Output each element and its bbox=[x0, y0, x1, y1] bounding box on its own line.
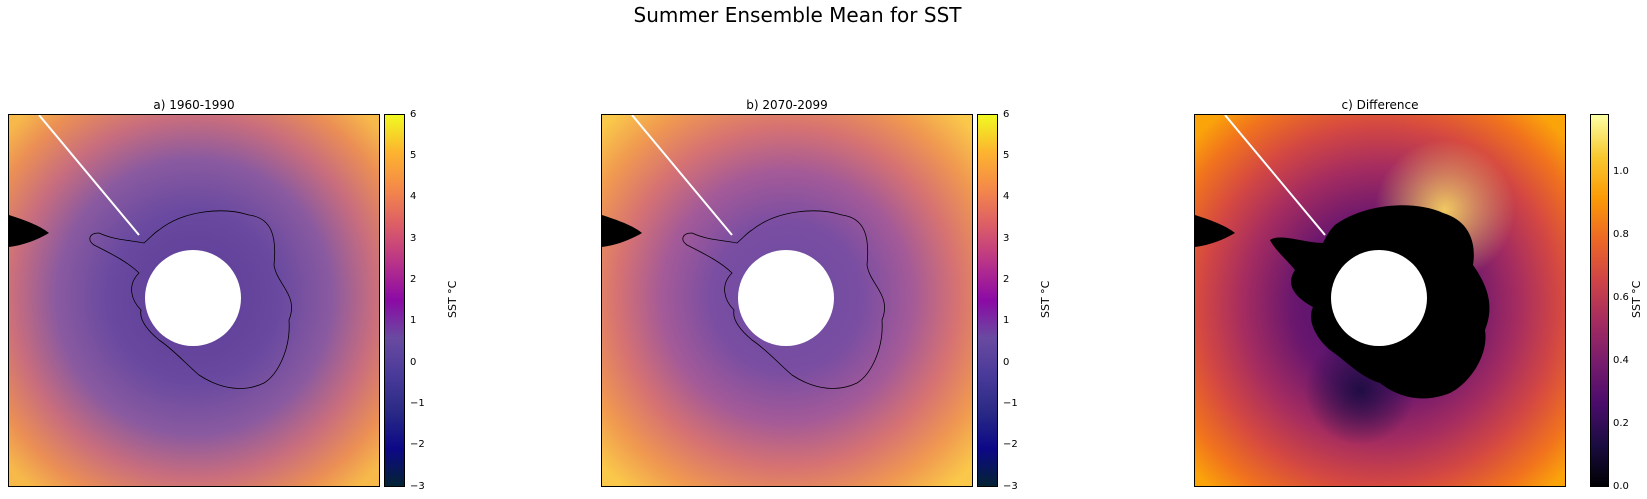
cbar-c-tick: 0.4 bbox=[1613, 355, 1629, 366]
cbar-a-tick: 2 bbox=[410, 274, 417, 285]
cbar-a-tick: 1 bbox=[410, 315, 417, 326]
cbar-c-tick: 0.8 bbox=[1613, 229, 1629, 240]
panel-b-title: b) 2070-2099 bbox=[746, 98, 828, 112]
cbar-a-tick: 4 bbox=[410, 191, 417, 202]
cbar-b-tick: −1 bbox=[1003, 398, 1018, 409]
cbar-b-tick: 4 bbox=[1003, 191, 1010, 202]
cbar-a-tick: 3 bbox=[410, 233, 417, 244]
panel-a-map bbox=[8, 114, 380, 487]
panel-c-colorbar-label: SST °C bbox=[1630, 280, 1643, 318]
figure-title: Summer Ensemble Mean for SST bbox=[633, 3, 962, 27]
cbar-a-tick: −1 bbox=[410, 398, 425, 409]
cbar-b-tick: −3 bbox=[1003, 481, 1018, 492]
cbar-b-tick: 0 bbox=[1003, 357, 1010, 368]
cbar-c-tick: 0.6 bbox=[1613, 292, 1629, 303]
cbar-b-tick: 1 bbox=[1003, 315, 1010, 326]
cbar-b-tick: 3 bbox=[1003, 233, 1010, 244]
cbar-b-tick: −2 bbox=[1003, 439, 1018, 450]
panel-b-colorbar bbox=[977, 114, 998, 487]
cbar-a-tick: −2 bbox=[410, 439, 425, 450]
cbar-a-tick: −3 bbox=[410, 481, 425, 492]
panel-a-colorbar bbox=[384, 114, 405, 487]
cbar-a-tick: 6 bbox=[410, 109, 417, 120]
panel-b-map bbox=[601, 114, 973, 487]
cbar-a-tick: 5 bbox=[410, 150, 417, 161]
cbar-a-tick: 0 bbox=[410, 357, 417, 368]
panel-c-title: c) Difference bbox=[1341, 98, 1419, 112]
panel-c-map bbox=[1194, 114, 1566, 487]
panel-c-colorbar bbox=[1590, 114, 1609, 487]
cbar-c-tick: 1.0 bbox=[1613, 166, 1629, 177]
cbar-c-tick: 0.0 bbox=[1613, 481, 1629, 492]
panel-a-colorbar-label: SST °C bbox=[446, 280, 459, 318]
cbar-c-tick: 0.2 bbox=[1613, 418, 1629, 429]
panel-b-colorbar-label: SST °C bbox=[1039, 280, 1052, 318]
cbar-b-tick: 5 bbox=[1003, 150, 1010, 161]
cbar-b-tick: 6 bbox=[1003, 109, 1010, 120]
cbar-b-tick: 2 bbox=[1003, 274, 1010, 285]
panel-a-title: a) 1960-1990 bbox=[153, 98, 235, 112]
